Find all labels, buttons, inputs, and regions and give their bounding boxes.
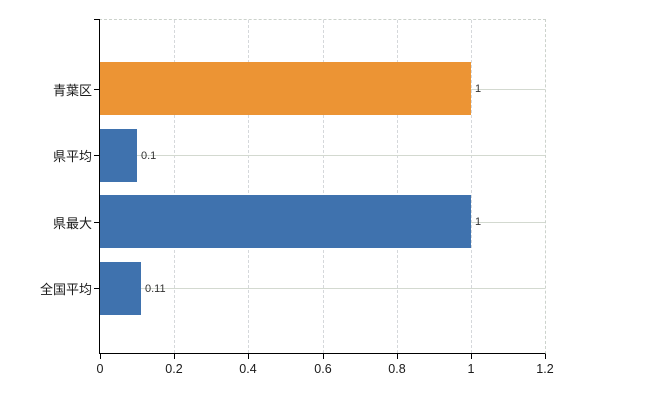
bar-value-label: 0.11: [145, 282, 166, 295]
x-axis-tick: [397, 354, 398, 359]
y-axis-tick: [94, 288, 100, 289]
vertical-gridline: [471, 20, 472, 353]
bar: [100, 262, 141, 315]
bar: [100, 195, 471, 248]
vertical-gridline: [174, 20, 175, 353]
x-tick-label: 0.8: [388, 362, 406, 376]
category-label: 全国平均: [39, 282, 92, 297]
y-axis-tick: [94, 222, 100, 223]
plot-area: 1 0.1 1 0.11: [99, 19, 546, 354]
bar-value-label: 1: [475, 215, 482, 228]
category-label: 県最大: [52, 216, 92, 231]
x-tick-label: 1.2: [536, 362, 554, 376]
x-axis-tick: [545, 354, 546, 359]
vertical-gridline: [248, 20, 249, 353]
y-axis-tick: [94, 155, 100, 156]
horizontal-gridline: [100, 155, 545, 156]
x-axis-tick: [323, 354, 324, 359]
x-axis-tick: [100, 354, 101, 359]
y-axis-end-tick: [94, 19, 100, 20]
horizontal-gridline: [100, 288, 545, 289]
bar-value-label: 0.1: [141, 149, 157, 162]
vertical-gridline: [397, 20, 398, 353]
vertical-gridline: [323, 20, 324, 353]
category-label: 青葉区: [52, 83, 92, 98]
x-tick-label: 0.2: [165, 362, 183, 376]
x-axis-tick: [174, 354, 175, 359]
bar: [100, 62, 471, 115]
x-tick-label: 1: [467, 362, 475, 376]
x-axis-tick: [248, 354, 249, 359]
x-tick-label: 0.4: [239, 362, 257, 376]
x-tick-label: 0.6: [314, 362, 332, 376]
x-tick-label: 0: [96, 362, 104, 376]
bar: [100, 129, 137, 182]
y-axis-tick: [94, 89, 100, 90]
bar-value-label: 1: [475, 82, 482, 95]
x-axis-tick: [471, 354, 472, 359]
category-label: 県平均: [52, 149, 92, 164]
